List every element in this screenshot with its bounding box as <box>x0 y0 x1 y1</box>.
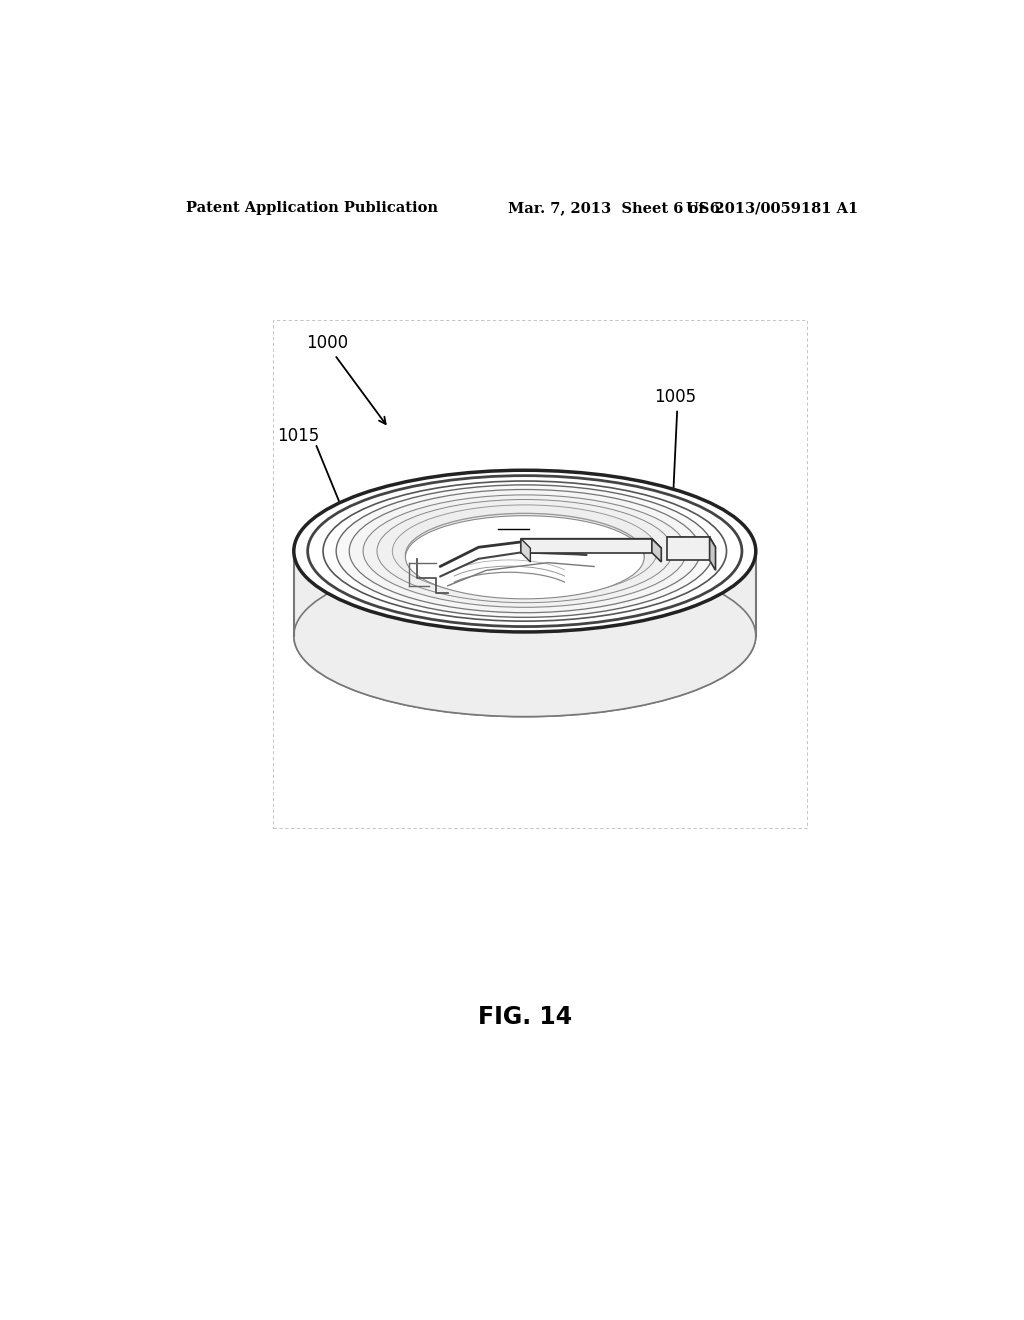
Ellipse shape <box>452 529 598 581</box>
Text: FIG. 14: FIG. 14 <box>478 1005 571 1030</box>
Polygon shape <box>521 539 652 553</box>
Polygon shape <box>521 539 662 548</box>
Text: 1000: 1000 <box>306 334 348 352</box>
Text: US 2013/0059181 A1: US 2013/0059181 A1 <box>686 202 858 215</box>
Polygon shape <box>521 539 530 562</box>
Ellipse shape <box>349 490 700 612</box>
Ellipse shape <box>336 484 714 618</box>
Bar <box>273 321 807 829</box>
Text: Patent Application Publication: Patent Application Publication <box>186 202 438 215</box>
Text: 1005: 1005 <box>654 388 696 407</box>
Ellipse shape <box>406 513 644 597</box>
Ellipse shape <box>463 533 587 577</box>
Ellipse shape <box>406 516 644 599</box>
Polygon shape <box>668 537 710 561</box>
Ellipse shape <box>294 470 756 632</box>
Ellipse shape <box>417 517 633 593</box>
Ellipse shape <box>294 554 756 717</box>
Ellipse shape <box>307 475 742 627</box>
Text: Mar. 7, 2013  Sheet 6 of 6: Mar. 7, 2013 Sheet 6 of 6 <box>508 202 720 215</box>
Ellipse shape <box>392 506 657 598</box>
Text: 1010: 1010 <box>498 513 540 531</box>
Ellipse shape <box>429 521 621 589</box>
Text: 1015: 1015 <box>276 426 319 445</box>
Polygon shape <box>652 539 662 562</box>
Ellipse shape <box>377 499 673 603</box>
Ellipse shape <box>440 525 609 585</box>
Ellipse shape <box>364 495 686 607</box>
Polygon shape <box>294 552 756 717</box>
Polygon shape <box>668 537 716 548</box>
Ellipse shape <box>323 480 727 622</box>
Polygon shape <box>710 537 716 570</box>
